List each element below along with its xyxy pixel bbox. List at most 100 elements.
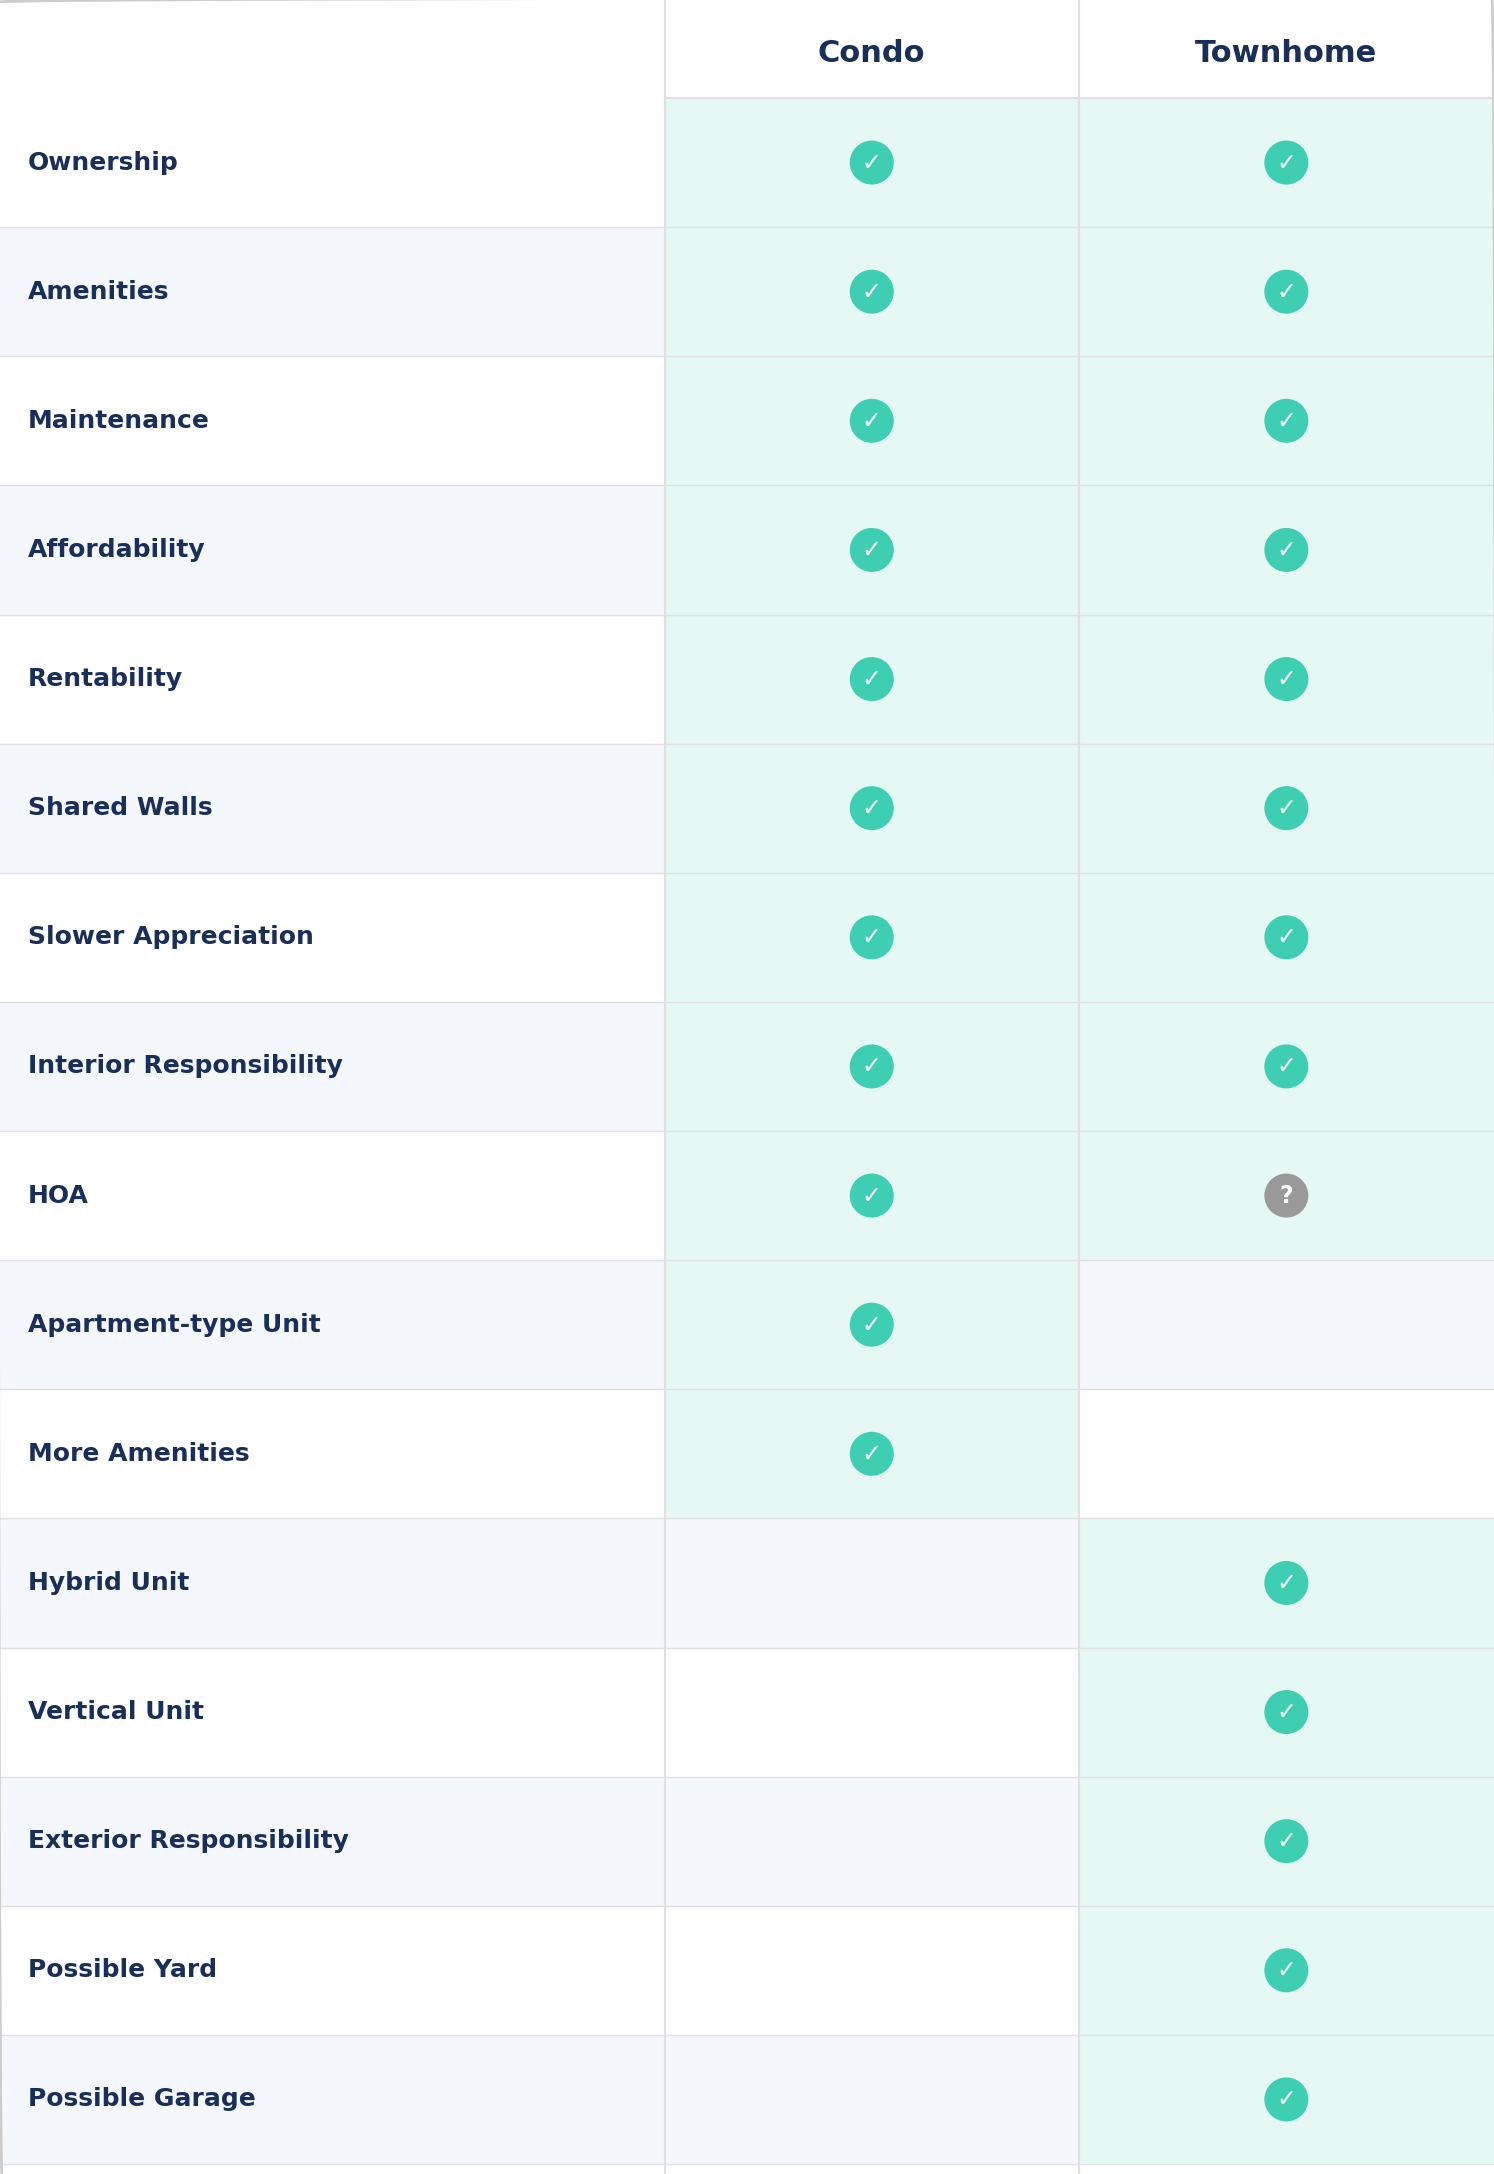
Circle shape bbox=[1264, 1044, 1309, 1089]
Bar bbox=[665, 2035, 1079, 2163]
Bar bbox=[0, 485, 665, 615]
Bar bbox=[1079, 1261, 1494, 1389]
Circle shape bbox=[1264, 528, 1309, 572]
Bar bbox=[1079, 872, 1494, 1002]
Circle shape bbox=[850, 1044, 893, 1089]
Circle shape bbox=[1264, 1561, 1309, 1604]
Text: Amenities: Amenities bbox=[28, 280, 169, 304]
Text: ✓: ✓ bbox=[1276, 150, 1297, 174]
Bar bbox=[665, 357, 1079, 485]
Bar bbox=[0, 1648, 665, 1776]
Bar bbox=[0, 11, 1494, 98]
Bar bbox=[0, 1261, 665, 1389]
Circle shape bbox=[1264, 1948, 1309, 1991]
Bar bbox=[1079, 1907, 1494, 2035]
Bar bbox=[665, 615, 1079, 744]
Bar bbox=[1079, 1517, 1494, 1648]
Bar bbox=[1079, 485, 1494, 615]
Bar bbox=[665, 226, 1079, 357]
Bar bbox=[0, 357, 665, 485]
Bar bbox=[0, 744, 665, 872]
Bar bbox=[1079, 226, 1494, 357]
Bar bbox=[1079, 615, 1494, 744]
Bar bbox=[0, 1517, 665, 1648]
Text: Exterior Responsibility: Exterior Responsibility bbox=[28, 1828, 350, 1852]
Circle shape bbox=[1264, 141, 1309, 185]
Bar bbox=[665, 1648, 1079, 1776]
Text: ✓: ✓ bbox=[862, 926, 881, 950]
Circle shape bbox=[1264, 787, 1309, 830]
Bar bbox=[0, 1389, 665, 1517]
Bar bbox=[0, 615, 665, 744]
Text: ✓: ✓ bbox=[1276, 1700, 1297, 1724]
Circle shape bbox=[850, 657, 893, 700]
Text: ✓: ✓ bbox=[862, 409, 881, 433]
Text: Hybrid Unit: Hybrid Unit bbox=[28, 1572, 190, 1596]
Text: More Amenities: More Amenities bbox=[28, 1441, 249, 1465]
Text: ✓: ✓ bbox=[862, 537, 881, 561]
Text: ✓: ✓ bbox=[862, 150, 881, 174]
Text: Apartment-type Unit: Apartment-type Unit bbox=[28, 1313, 321, 1337]
Bar bbox=[1079, 98, 1494, 226]
Bar bbox=[1079, 744, 1494, 872]
Circle shape bbox=[850, 1433, 893, 1476]
Text: HOA: HOA bbox=[28, 1183, 88, 1207]
Bar bbox=[0, 226, 665, 357]
Bar bbox=[1079, 1389, 1494, 1517]
Bar bbox=[0, 1002, 665, 1130]
Text: Possible Garage: Possible Garage bbox=[28, 2087, 255, 2111]
Text: Ownership: Ownership bbox=[28, 150, 179, 174]
Text: ✓: ✓ bbox=[862, 1054, 881, 1078]
Text: ✓: ✓ bbox=[1276, 2087, 1297, 2111]
Text: ✓: ✓ bbox=[1276, 537, 1297, 561]
Bar bbox=[0, 98, 665, 226]
Bar bbox=[665, 1002, 1079, 1130]
Bar bbox=[665, 1130, 1079, 1261]
Bar bbox=[1079, 1648, 1494, 1776]
Text: ✓: ✓ bbox=[862, 667, 881, 691]
Text: ✓: ✓ bbox=[1276, 280, 1297, 304]
Circle shape bbox=[850, 398, 893, 443]
Circle shape bbox=[1264, 2078, 1309, 2122]
Text: Condo: Condo bbox=[819, 39, 925, 70]
Circle shape bbox=[850, 787, 893, 830]
Bar bbox=[1079, 1776, 1494, 1907]
Text: ✓: ✓ bbox=[1276, 1959, 1297, 1983]
Circle shape bbox=[1264, 270, 1309, 313]
Circle shape bbox=[850, 141, 893, 185]
Bar bbox=[665, 1261, 1079, 1389]
Text: Interior Responsibility: Interior Responsibility bbox=[28, 1054, 344, 1078]
Text: ✓: ✓ bbox=[862, 1183, 881, 1207]
Text: ✓: ✓ bbox=[862, 280, 881, 304]
Circle shape bbox=[850, 1174, 893, 1217]
Bar bbox=[665, 744, 1079, 872]
Circle shape bbox=[1264, 1820, 1309, 1863]
Bar bbox=[0, 872, 665, 1002]
Text: ✓: ✓ bbox=[862, 1441, 881, 1465]
Text: ✓: ✓ bbox=[1276, 409, 1297, 433]
Text: ✓: ✓ bbox=[1276, 796, 1297, 820]
Text: Maintenance: Maintenance bbox=[28, 409, 209, 433]
Circle shape bbox=[850, 915, 893, 959]
Bar bbox=[665, 1907, 1079, 2035]
Text: ✓: ✓ bbox=[1276, 1054, 1297, 1078]
Text: Affordability: Affordability bbox=[28, 537, 206, 561]
Bar bbox=[665, 1776, 1079, 1907]
Circle shape bbox=[1264, 915, 1309, 959]
Bar bbox=[665, 1389, 1079, 1517]
Bar bbox=[1079, 1002, 1494, 1130]
Bar bbox=[0, 1907, 665, 2035]
Circle shape bbox=[850, 1302, 893, 1346]
Text: ✓: ✓ bbox=[1276, 926, 1297, 950]
Circle shape bbox=[1264, 398, 1309, 443]
Text: ✓: ✓ bbox=[1276, 1828, 1297, 1852]
Text: Shared Walls: Shared Walls bbox=[28, 796, 212, 820]
Text: Townhome: Townhome bbox=[1195, 39, 1377, 70]
Bar bbox=[0, 2035, 665, 2163]
Bar bbox=[665, 1517, 1079, 1648]
Bar bbox=[1079, 1130, 1494, 1261]
Bar bbox=[665, 485, 1079, 615]
Circle shape bbox=[850, 270, 893, 313]
Bar bbox=[0, 1130, 665, 1261]
Text: ✓: ✓ bbox=[862, 796, 881, 820]
